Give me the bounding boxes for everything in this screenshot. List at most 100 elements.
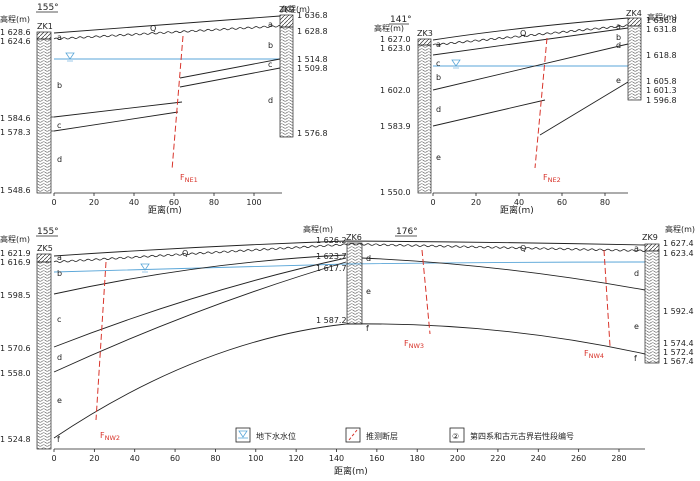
layer-label-e: e	[366, 287, 371, 296]
section-b-direction: 141°	[390, 15, 412, 25]
section-a: 155° 高程(m) 高程(m) 0 20 40 60 80 100 距离(m) Q FN…	[0, 3, 328, 216]
borehole-zk4-elev: 1 605.8	[646, 77, 677, 86]
layer-label-d: d	[366, 254, 371, 263]
fault-nw2-sub: NW2	[105, 434, 120, 442]
fault-ne1-label: FNE1	[180, 173, 198, 184]
section-a-ylabel-right: 高程(m)	[280, 4, 310, 14]
x-tick-label: 60	[170, 454, 180, 463]
borehole-zk3-core	[417, 44, 432, 194]
section-c-x-ticks: 0 20 40 60 80 100 120 140 160 180 200 220 240 260 280	[51, 449, 627, 463]
ground-surface-line	[432, 17, 629, 41]
ground-surface-line	[53, 15, 281, 34]
x-tick-label: 40	[129, 198, 139, 207]
section-b-ylabel-right: 高程(m)	[647, 12, 677, 22]
fault-ne1-sub: NE1	[185, 176, 198, 184]
quaternary-label: Q	[520, 29, 526, 38]
borehole-zk5-core	[36, 261, 52, 450]
borehole-zk3-topsoil	[417, 38, 432, 46]
section-c-direction-2: 176°	[396, 227, 418, 237]
borehole-zk2-elev: 1 628.8	[297, 27, 328, 36]
layer-label-d: d	[616, 41, 621, 50]
borehole-zk3-elev: 1 583.9	[380, 122, 411, 131]
layer-label-a: a	[634, 244, 639, 253]
layer-boundary	[432, 27, 629, 56]
layer-label-c: c	[436, 59, 440, 68]
layer-label-d: d	[634, 269, 639, 278]
x-tick-label: 80	[209, 198, 219, 207]
layer-label-d: d	[436, 105, 441, 114]
borehole-zk1-elev: 1 624.6	[0, 37, 31, 46]
x-tick-label: 0	[51, 198, 56, 207]
legend-fault-swatch	[345, 427, 361, 443]
fault-nw3-sub: NW3	[409, 342, 424, 350]
section-a-ylabel: 高程(m)	[0, 14, 30, 24]
layer-label-e: e	[436, 153, 441, 162]
borehole-zk6-elev: 1 587.2	[316, 316, 347, 325]
x-tick-label: 0	[430, 198, 435, 207]
borehole-zk4-topsoil	[627, 17, 642, 27]
borehole-zk5-elev: 1 570.6	[0, 344, 31, 353]
quaternary-label: Q	[520, 244, 526, 253]
borehole-zk1-elev: 1 584.6	[0, 114, 31, 123]
x-tick-label: 60	[557, 198, 567, 207]
layer-boundary	[432, 99, 546, 127]
x-tick-label: 180	[410, 454, 425, 463]
layer-boundary	[361, 257, 646, 291]
x-tick-label: 80	[600, 198, 610, 207]
section-a-direction: 155°	[37, 3, 59, 13]
borehole-zk1-elev: 1 548.6	[0, 186, 31, 195]
quaternary-label: Q	[150, 24, 156, 33]
section-c-ylabel-right: 高程(m)	[665, 224, 695, 234]
fault-nw3-line	[421, 249, 431, 335]
layer-boundary	[53, 323, 646, 439]
section-c-ylabel: 高程(m)	[0, 234, 30, 244]
fault-nw4-sub: NW4	[589, 352, 604, 360]
borehole-zk3-elev: 1 623.0	[380, 44, 411, 53]
layer-boundary-cd-left	[53, 111, 179, 132]
borehole-zk3-name: ZK3	[417, 29, 433, 38]
fault-ne1-line	[171, 35, 184, 171]
quaternary-wavy-boundary	[432, 24, 629, 46]
legend-water-label: 地下水水位	[256, 431, 296, 441]
borehole-zk9-elev: 1 592.4	[663, 307, 694, 316]
borehole-zk6-elev: 1 626.2	[316, 236, 347, 245]
borehole-zk5-elev: 1 616.9	[0, 258, 31, 267]
layer-label-f: f	[57, 435, 60, 444]
x-tick-label: 200	[450, 454, 465, 463]
borehole-zk9-elev: 1 572.4	[663, 348, 694, 357]
borehole-zk6-name: ZK6	[346, 233, 362, 242]
layer-label-b: b	[616, 33, 621, 42]
borehole-zk4-elev: 1 631.8	[646, 25, 677, 34]
legend-water-swatch	[235, 427, 251, 443]
x-tick-label: 80	[210, 454, 220, 463]
fault-icon	[348, 429, 358, 441]
layer-label-d: d	[57, 155, 62, 164]
section-b: 141° 高程(m) 高程(m) 0 20 40 60 80 距离(m) Q FNE2 …	[374, 9, 677, 216]
water-level-icon	[140, 263, 150, 271]
water-level-icon	[65, 52, 75, 60]
section-a-xlabel: 距离(m)	[148, 204, 182, 216]
borehole-zk4-elev: 1 596.8	[646, 96, 677, 105]
borehole-zk5-topsoil	[36, 253, 52, 263]
x-tick-label: 40	[130, 454, 140, 463]
borehole-zk5-elev: 1 621.9	[0, 249, 31, 258]
layer-boundary-bc-right	[179, 58, 281, 79]
section-b-xlabel: 距离(m)	[500, 204, 534, 216]
borehole-zk2-elev: 1 514.8	[297, 55, 328, 64]
layer-boundary	[53, 254, 347, 295]
layer-label-f: f	[634, 354, 637, 363]
borehole-zk3-elev: 1 550.0	[380, 188, 411, 197]
layer-boundary	[53, 257, 347, 348]
fault-ne2-main: F	[543, 173, 548, 182]
fault-nw2-label: FNW2	[100, 431, 120, 442]
layer-boundary-bc-left	[53, 101, 183, 118]
layer-label-a: a	[268, 20, 273, 29]
water-level-icon	[451, 59, 461, 67]
layer-label-a: a	[436, 40, 441, 49]
x-tick-label: 20	[89, 454, 99, 463]
legend: 地下水水位 推测断层 ② 第四系和古元古界岩性段编号	[235, 427, 574, 443]
borehole-zk2-core	[279, 26, 294, 138]
x-tick-label: 100	[246, 198, 261, 207]
layer-label-b: b	[268, 41, 273, 50]
x-tick-label: 20	[471, 198, 481, 207]
